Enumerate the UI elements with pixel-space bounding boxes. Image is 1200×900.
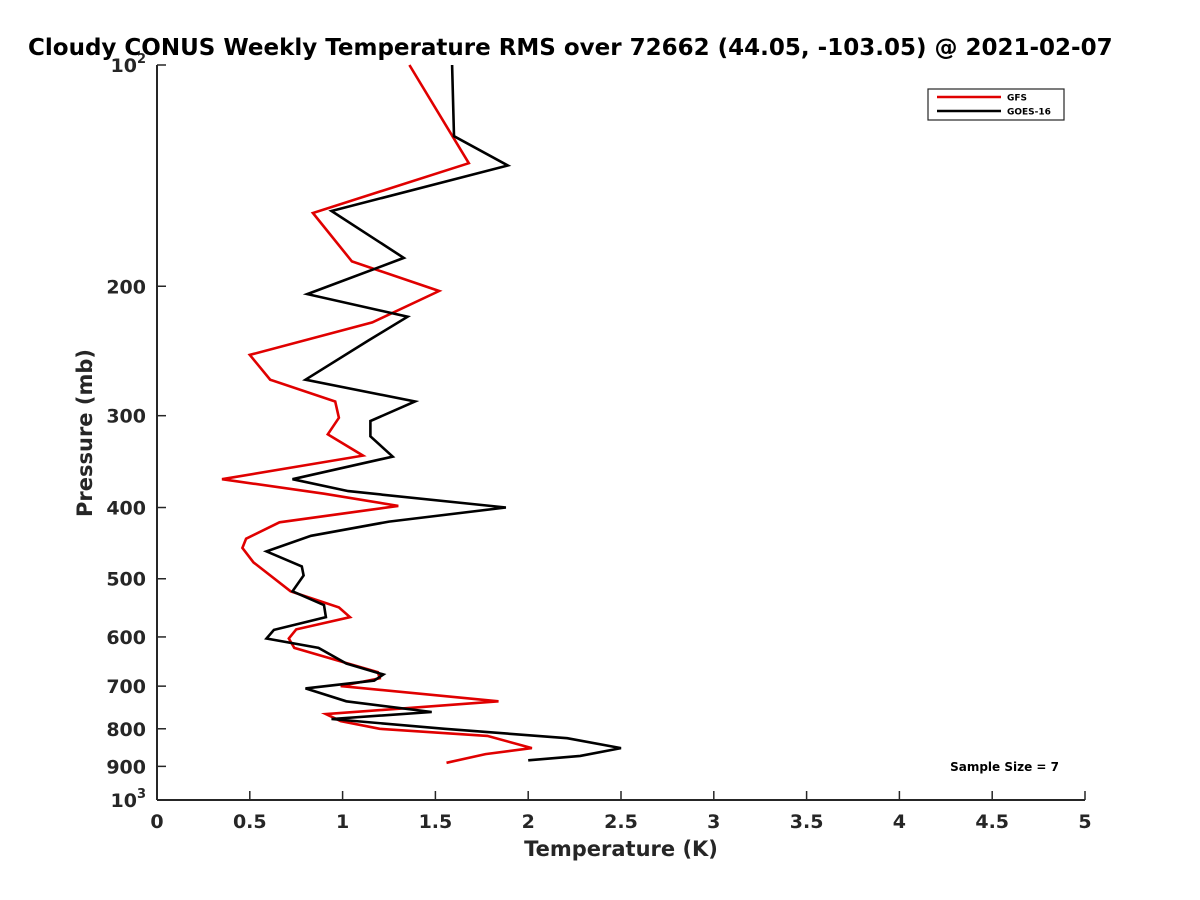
x-axis-label: Temperature (K) bbox=[524, 837, 718, 861]
x-tick-label: 1.5 bbox=[419, 811, 453, 833]
y-tick-base: 10 bbox=[111, 55, 137, 77]
legend-label-gfs: GFS bbox=[1007, 94, 1027, 104]
y-tick-label: 800 bbox=[106, 719, 146, 741]
y-tick-exponent: 3 bbox=[137, 787, 146, 802]
series-layer bbox=[221, 64, 622, 765]
y-tick-label: 200 bbox=[106, 276, 146, 298]
y-tick-label: 102 bbox=[111, 52, 147, 77]
y-tick-label: 600 bbox=[106, 627, 146, 649]
legend-box bbox=[927, 88, 1065, 121]
x-tick-label: 3.5 bbox=[790, 811, 824, 833]
x-tick-label: 5 bbox=[1078, 811, 1091, 833]
series-line-gfs bbox=[221, 64, 533, 765]
y-tick-label: 300 bbox=[106, 406, 146, 428]
legend: GFS GOES-16 bbox=[927, 88, 1065, 121]
chart-title: Cloudy CONUS Weekly Temperature RMS over… bbox=[28, 35, 1113, 61]
plot-area: 0 0.5 1 1.5 2 2.5 3 3.5 4 4.5 5 102200300400500600… bbox=[106, 52, 1091, 833]
y-tick-label: 400 bbox=[106, 498, 146, 520]
x-tick-label: 0.5 bbox=[233, 811, 267, 833]
x-tick-label: 1 bbox=[336, 811, 349, 833]
x-tick-label: 2 bbox=[522, 811, 535, 833]
series-line-goes-16 bbox=[262, 64, 622, 762]
x-tick-label: 3 bbox=[707, 811, 720, 833]
y-tick-label: 103 bbox=[111, 787, 147, 812]
y-tick-exponent: 2 bbox=[137, 52, 146, 67]
x-tick-label: 4 bbox=[893, 811, 906, 833]
y-tick-base: 10 bbox=[111, 790, 137, 812]
legend-label-goes-16: GOES-16 bbox=[1007, 108, 1051, 118]
x-tick-label: 4.5 bbox=[975, 811, 1009, 833]
y-tick-label: 500 bbox=[106, 569, 146, 591]
x-tick-label: 2.5 bbox=[604, 811, 638, 833]
y-axis-label: Pressure (mb) bbox=[73, 349, 97, 517]
y-tick-label: 700 bbox=[106, 676, 146, 698]
y-tick-label: 900 bbox=[106, 756, 146, 778]
x-tick-label: 0 bbox=[150, 811, 163, 833]
sample-size-annotation: Sample Size = 7 bbox=[950, 760, 1059, 774]
x-axis-ticks: 0 0.5 1 1.5 2 2.5 3 3.5 4 4.5 5 bbox=[150, 791, 1092, 833]
